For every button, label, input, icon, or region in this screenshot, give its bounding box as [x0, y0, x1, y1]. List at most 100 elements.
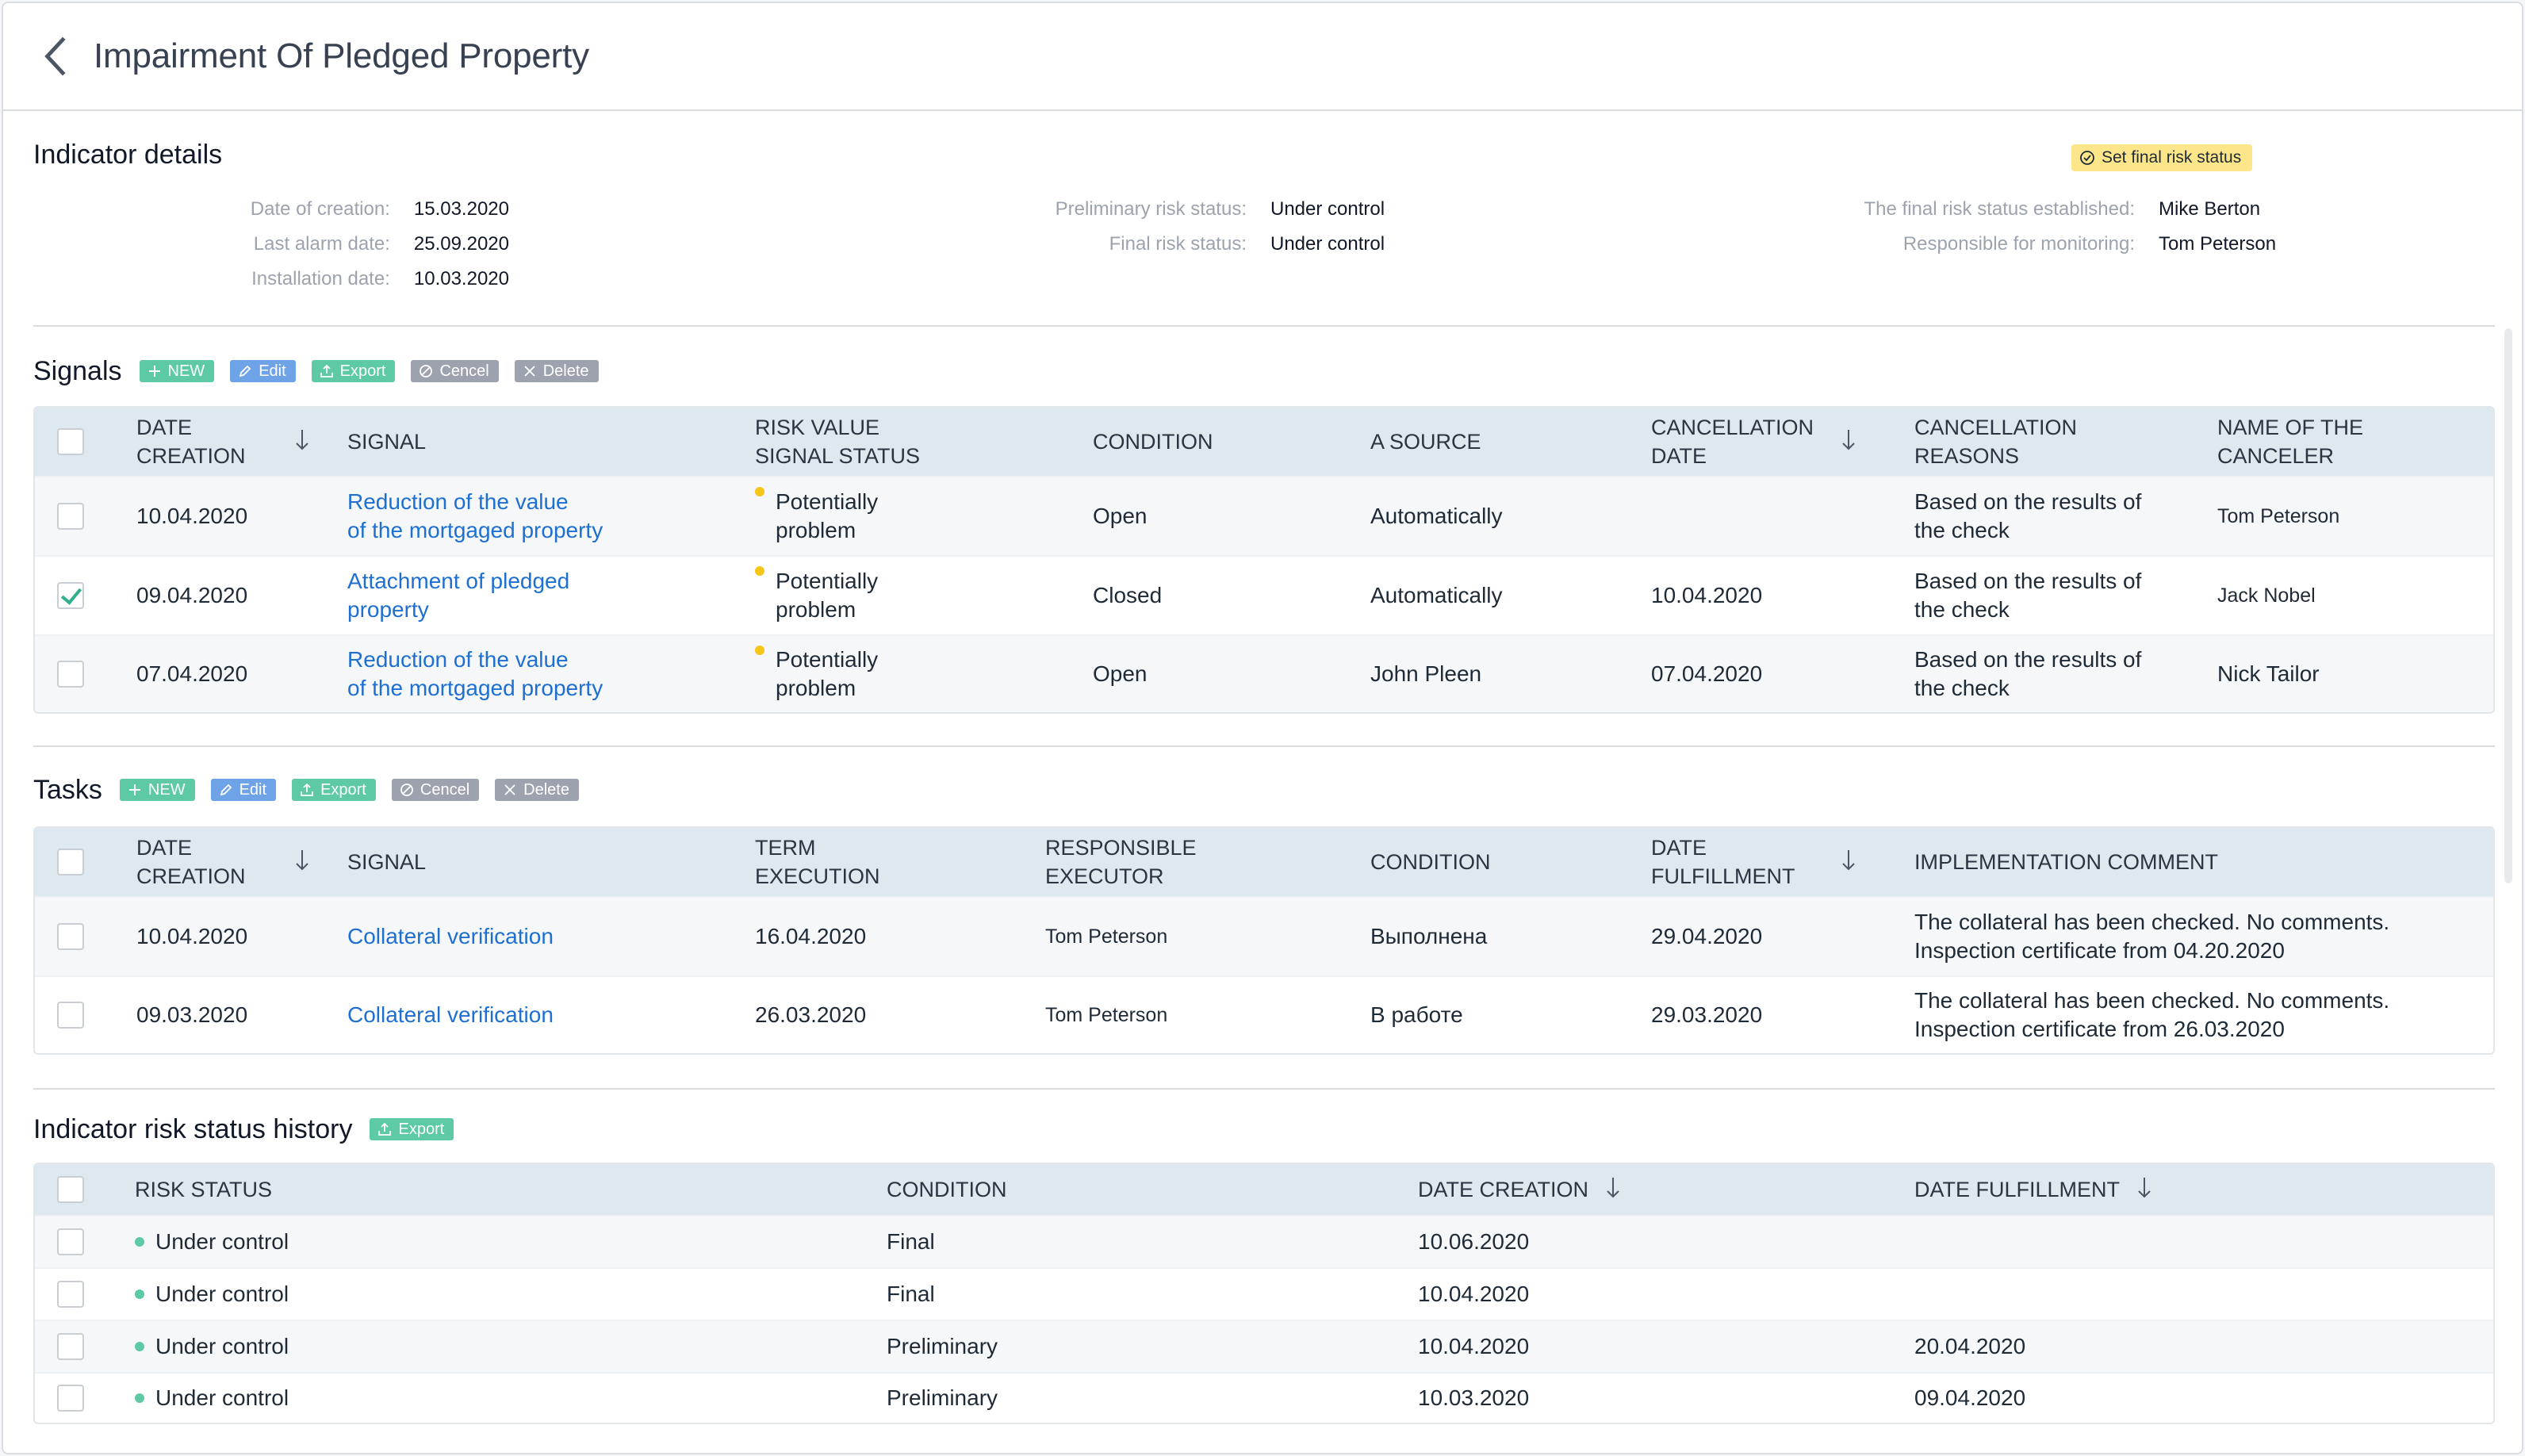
signals-header: Signals NEW Edit Export Cencel Delete	[33, 347, 615, 395]
export-task-button[interactable]: Export	[292, 779, 376, 801]
comment-line: The collateral has been checked. No comm…	[1914, 988, 2390, 1013]
sort-down-icon[interactable]	[1840, 428, 1862, 455]
cancel-task-button[interactable]: Cencel	[391, 779, 480, 801]
header-label: REASONS	[1914, 444, 2020, 468]
back-button[interactable]	[43, 33, 75, 80]
pencil-icon	[239, 365, 251, 377]
details-column-2: Preliminary risk status: Under control Fi…	[826, 192, 1540, 262]
new-signal-button[interactable]: NEW	[139, 360, 215, 382]
warning-dot-icon	[755, 487, 764, 496]
table-row[interactable]: 10.04.2020 Reduction of the value of the…	[35, 476, 2493, 555]
set-final-risk-status-button[interactable]: Set final risk status	[2071, 144, 2253, 171]
table-row[interactable]: Under control Final 10.06.2020	[35, 1215, 2493, 1267]
row-checkbox[interactable]	[57, 923, 84, 950]
plus-icon	[148, 366, 160, 377]
export-history-button[interactable]: Export	[370, 1118, 454, 1140]
page-title: Impairment Of Pledged Property	[94, 36, 589, 75]
top-bar: Impairment Of Pledged Property	[3, 3, 2522, 111]
status-dot-icon	[135, 1237, 144, 1247]
header-label: DATE FULFILLMENT	[1914, 1178, 2121, 1201]
table-row[interactable]: 09.03.2020 Collateral verification 26.03…	[35, 975, 2493, 1053]
cell-date-creation: 10.04.2020	[1418, 1334, 1530, 1358]
header-label: EXECUTOR	[1045, 864, 1164, 888]
select-all-checkbox[interactable]	[57, 428, 84, 455]
row-checkbox[interactable]	[57, 661, 84, 688]
new-task-button[interactable]: NEW	[119, 779, 195, 801]
row-checkbox[interactable]	[57, 582, 84, 609]
cell-reason: Based on the results of the check	[1914, 557, 2141, 634]
cell-condition: Open	[1093, 504, 1148, 528]
edit-signal-button[interactable]: Edit	[230, 360, 296, 382]
cancel-signal-button[interactable]: Cencel	[411, 360, 499, 382]
row-checkbox[interactable]	[57, 1228, 84, 1255]
select-all-checkbox[interactable]	[57, 849, 84, 876]
risk-line: problem	[776, 676, 856, 700]
select-all-checkbox[interactable]	[57, 1176, 84, 1203]
header-label: DATE	[136, 836, 193, 860]
signal-link[interactable]: Attachment of pledged property	[347, 557, 569, 634]
delete-task-button[interactable]: Delete	[495, 779, 579, 801]
cell-risk-status: Under control	[135, 1374, 289, 1423]
status-dot-icon	[135, 1342, 144, 1351]
row-checkbox[interactable]	[57, 1333, 84, 1360]
signals-table: DATE CREATION SIGNAL RISK VALUE SIGNAL S…	[33, 406, 2495, 714]
table-row[interactable]: 10.04.2020 Collateral verification 16.04…	[35, 896, 2493, 975]
sort-down-icon[interactable]	[1604, 1176, 1626, 1203]
signal-link[interactable]: Reduction of the value of the mortgaged …	[347, 636, 603, 712]
check-circle-icon	[2080, 151, 2094, 165]
sort-down-icon[interactable]	[293, 849, 316, 876]
cell-comment: The collateral has been checked. No comm…	[1914, 898, 2389, 975]
cell-comment: The collateral has been checked. No comm…	[1914, 977, 2389, 1053]
row-checkbox[interactable]	[57, 1002, 84, 1029]
scrollbar[interactable]	[2504, 328, 2512, 883]
reason-line: Based on the results of	[1914, 489, 2142, 514]
table-row[interactable]: 07.04.2020 Reduction of the value of the…	[35, 634, 2493, 712]
delete-signal-button[interactable]: Delete	[514, 360, 599, 382]
cell-term: 26.03.2020	[755, 1002, 867, 1027]
sort-down-icon[interactable]	[1840, 849, 1862, 876]
risk-line: Potentially	[776, 489, 879, 514]
cell-date-creation: 10.04.2020	[1418, 1282, 1530, 1306]
pencil-icon	[220, 784, 232, 796]
signal-link-line: Attachment of pledged	[347, 569, 570, 593]
table-row[interactable]: Under control Preliminary 10.04.2020 20.…	[35, 1320, 2493, 1372]
risk-line: Potentially	[776, 569, 879, 593]
task-signal-link[interactable]: Collateral verification	[347, 924, 554, 948]
indicator-details-grid: Date of creation: 15.03.2020 Last alarm d…	[33, 192, 2495, 303]
export-label: Export	[339, 362, 386, 380]
cell-condition: Open	[1093, 661, 1148, 686]
table-row[interactable]: Under control Preliminary 10.03.2020 09.…	[35, 1372, 2493, 1423]
reason-line: Based on the results of	[1914, 647, 2142, 672]
cell-date: 09.04.2020	[136, 583, 248, 607]
edit-task-button[interactable]: Edit	[210, 779, 277, 801]
row-checkbox[interactable]	[57, 1281, 84, 1308]
signals-title: Signals	[33, 355, 122, 386]
export-signal-button[interactable]: Export	[311, 360, 396, 382]
header-label: CREATION	[136, 864, 246, 888]
ban-icon	[400, 784, 413, 796]
cell-risk: Potentially problem	[755, 557, 878, 634]
table-row[interactable]: Under control Final 10.04.2020	[35, 1267, 2493, 1320]
row-checkbox[interactable]	[57, 503, 84, 530]
cell-cancellation-date: 07.04.2020	[1651, 661, 1763, 686]
signal-link[interactable]: Reduction of the value of the mortgaged …	[347, 477, 603, 555]
column-cancellation-reasons: CANCELLATION REASONS	[1914, 408, 2077, 476]
table-row[interactable]: 09.04.2020 Attachment of pledged propert…	[35, 555, 2493, 634]
cell-condition: Выполнена	[1370, 924, 1488, 948]
detail-value: 10.03.2020	[413, 268, 509, 289]
column-condition: CONDITION	[887, 1178, 1007, 1201]
status-dot-icon	[135, 1393, 144, 1403]
sort-down-icon[interactable]	[293, 428, 316, 455]
task-signal-link[interactable]: Collateral verification	[347, 1002, 554, 1027]
cell-date: 07.04.2020	[136, 661, 248, 686]
cell-date: 09.03.2020	[136, 1002, 248, 1027]
delete-label: Delete	[542, 362, 589, 380]
upload-icon	[320, 364, 333, 377]
row-checkbox[interactable]	[57, 1385, 84, 1412]
content: Indicator details Set final risk status …	[33, 113, 2495, 1424]
status-label: Under control	[155, 1229, 289, 1254]
detail-value: 15.03.2020	[413, 198, 509, 220]
cell-source: John Pleen	[1370, 661, 1482, 686]
details-column-1: Date of creation: 15.03.2020 Last alarm d…	[33, 192, 509, 297]
sort-down-icon[interactable]	[2136, 1176, 2158, 1203]
